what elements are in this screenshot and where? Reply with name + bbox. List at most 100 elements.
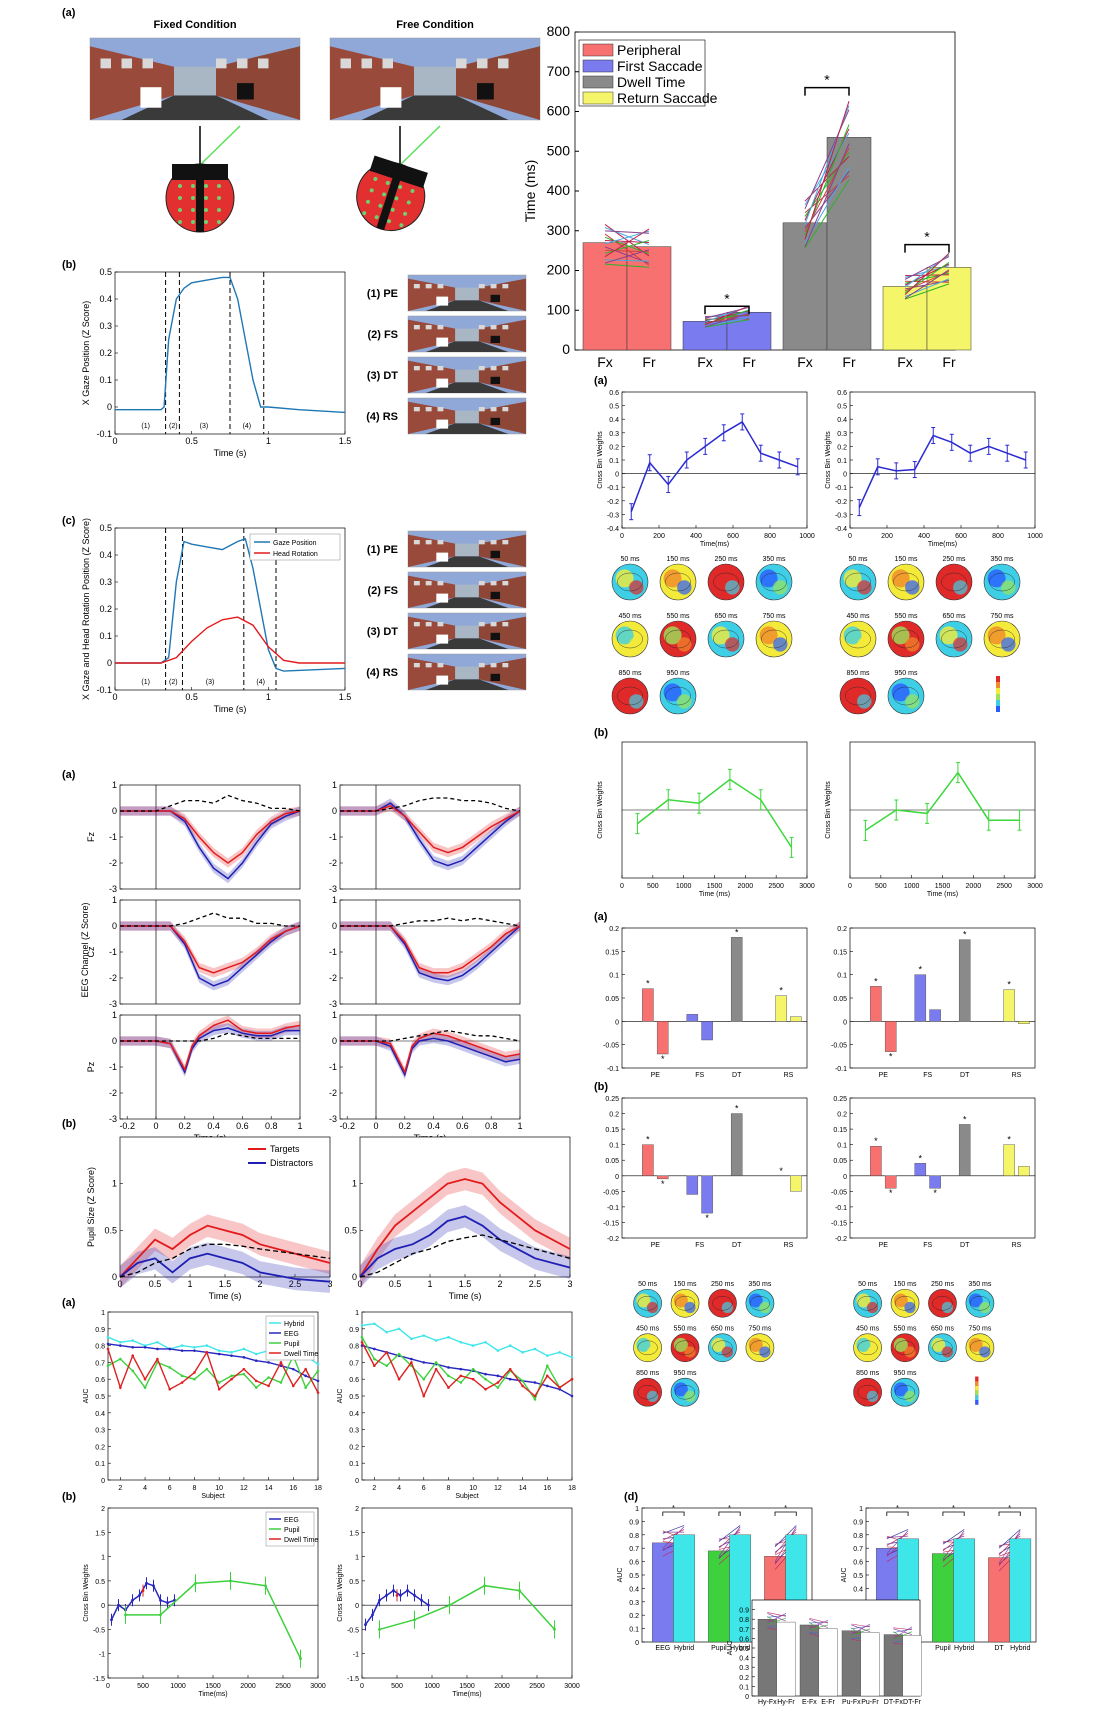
auc-point — [106, 1364, 110, 1368]
x-tick-label: 2000 — [738, 883, 754, 890]
electrode — [399, 223, 404, 228]
legend-box — [249, 533, 341, 561]
y-tick-label: -0.5 — [347, 1627, 359, 1634]
white-target — [436, 378, 449, 388]
y-tick-label: 0.1 — [349, 1461, 359, 1468]
y-tick-label: -2 — [329, 973, 337, 983]
topo-blob — [857, 694, 872, 709]
topo-time-label: 750 ms — [748, 1326, 771, 1333]
x-tick-label: 1500 — [707, 883, 723, 890]
white-target — [140, 87, 162, 108]
colorbar-segment — [975, 1381, 979, 1386]
topo-time-label: 850 ms — [856, 1370, 879, 1377]
x-tick-label: 600 — [727, 533, 739, 540]
x-tick-label: Fr — [742, 354, 756, 370]
subject-line — [704, 319, 750, 328]
topo-contour — [617, 629, 643, 649]
auc-point — [168, 1347, 172, 1351]
subject-line — [851, 1628, 871, 1636]
y-axis-label: X Gaze Position (Z Score) — [81, 301, 91, 406]
topo-blob — [904, 1390, 916, 1403]
y-tick-label: 0 — [355, 1603, 359, 1610]
y-tick-label: 500 — [547, 142, 571, 158]
auc-point — [459, 1367, 463, 1371]
auc-point — [131, 1354, 135, 1357]
window — [425, 663, 432, 668]
x-tick-label: 800 — [764, 533, 776, 540]
phase-label: (2) — [169, 423, 178, 430]
auc-point — [447, 1335, 450, 1339]
x-tick-label: 2 — [257, 1279, 262, 1289]
chart-eeg_fz_free: 1 0 -1 -2 -3 — [329, 780, 521, 894]
legend-label: EEG — [284, 1331, 299, 1338]
significance-star: * — [963, 930, 967, 940]
window — [490, 407, 497, 412]
y-tick-label: 0 — [562, 341, 570, 357]
y-tick-label: 0.2 — [837, 444, 847, 451]
weight-line — [858, 434, 1027, 508]
category-label: FS — [695, 1242, 704, 1249]
x-tick-label: 16 — [289, 1485, 297, 1492]
x-tick-label: 1 — [427, 1279, 432, 1289]
topo-blob — [711, 1293, 726, 1308]
x-tick-label: 1000 — [799, 533, 815, 540]
y-tick-label: -0.05 — [831, 1043, 847, 1050]
window — [478, 622, 485, 627]
legend-label: First Saccade — [617, 58, 703, 74]
x-tick-label: 600 — [955, 533, 967, 540]
x-tick-label: 0 — [112, 692, 117, 702]
y-tick-label: 0.5 — [629, 1573, 639, 1580]
legend-weights: EEG Pupil Dwell Time — [265, 1511, 318, 1547]
subject-line — [604, 249, 650, 264]
topo-blob — [711, 626, 730, 645]
distractors-band — [120, 1023, 300, 1077]
feature-bar — [1018, 1166, 1030, 1176]
electrode — [178, 208, 182, 212]
plot-frame — [339, 784, 521, 890]
significance-star: * — [705, 1213, 709, 1223]
y-axis-label: X Gaze and Head Rotation Position (Z Sco… — [81, 518, 91, 700]
scene-c-2 — [407, 571, 527, 609]
y-tick-label: 0.1 — [837, 1143, 847, 1150]
feature-bar — [929, 1175, 941, 1189]
auc-point — [397, 1327, 401, 1331]
auc-bar — [953, 1538, 975, 1643]
weight-point — [413, 1594, 416, 1597]
scene-b-3 — [407, 356, 527, 394]
window — [478, 581, 485, 586]
y-tick-label: 0 — [112, 921, 117, 931]
distance — [455, 369, 479, 383]
y-tick-label: 0.5 — [95, 1394, 105, 1401]
cross-auc-bar — [799, 1624, 819, 1697]
subject-line — [809, 1617, 829, 1624]
significance-star: * — [933, 1188, 937, 1198]
auc-line — [107, 1348, 319, 1393]
window — [437, 284, 444, 289]
electrode — [217, 196, 221, 200]
y-tick-label: -0.2 — [835, 1236, 847, 1243]
significance-star: * — [779, 1166, 783, 1176]
bar — [682, 321, 728, 351]
white-target — [436, 675, 449, 685]
chart-auc_cross: 0 0.1 0.2 0.3 0.4 0.5 0.6 0.7 0.8 0.9 AUC Hy-Fx Hy-F… — [727, 1599, 922, 1706]
electrode — [204, 196, 208, 200]
y-tick-label: -0.1 — [607, 1066, 619, 1073]
cross-auc-bar — [902, 1635, 922, 1697]
panel-label-b1: (b) — [62, 259, 76, 271]
window — [425, 540, 432, 545]
dark-target — [490, 335, 501, 343]
x-tick-label: 2500 — [275, 1683, 291, 1690]
y-tick-label: 0.7 — [95, 1360, 105, 1367]
y-tick-label: 0.2 — [609, 1112, 619, 1119]
y-tick-label: 2 — [355, 1506, 359, 1513]
window — [361, 58, 372, 69]
x-tick-label: 0.5 — [389, 1279, 402, 1289]
y-tick-label: 300 — [547, 222, 571, 238]
y-tick-label: -1 — [329, 1062, 337, 1072]
auc-point — [156, 1340, 159, 1344]
scene-label-c: (2) FS — [367, 585, 398, 597]
window — [413, 622, 420, 627]
chart-eeg_cz_free: 1 0 -1 -2 -3 — [329, 895, 521, 1009]
window — [502, 622, 509, 627]
topo-grid-fixed: 50 ms 150 ms 250 ms 350 ms 450 ms 550 ms 650 m… — [611, 556, 793, 715]
